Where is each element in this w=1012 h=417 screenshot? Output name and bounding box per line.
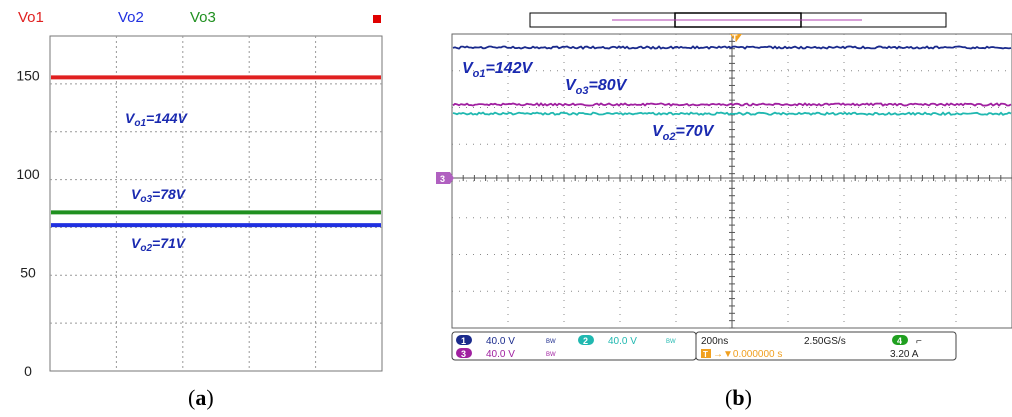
legend-vo1: Vo1 [18,9,44,26]
ch1-bw: BW [546,339,556,345]
series-a [51,75,381,228]
trigger-offset-badge [701,349,711,358]
annotation-vo2-a: Vo2=71V [131,235,187,254]
ch4-scale: 3.20 A [890,349,919,360]
ch1-badge [456,335,472,345]
ch4-badge [892,335,908,345]
annotation-vo1-b: Vo1=142V [462,60,534,80]
ch2-badge-num: 2 [583,336,588,346]
graticule [451,33,1012,329]
trigger-slope: ⌐ [916,336,922,347]
ch3-scale: 40.0 V [486,349,515,360]
annotation-vo2-b: Vo2=70V [652,123,715,143]
trace-vo2 [452,111,1012,116]
sample-rate: 2.50GS/s [804,336,846,347]
plot-area-a [49,35,383,372]
stop-marker [373,15,381,23]
ch2-scale: 40.0 V [608,336,637,347]
ch3-marker [436,172,454,184]
ch3-badge-num: 3 [461,349,466,359]
y-tick-label: 100 [16,166,40,182]
ch2-bw: BW [666,339,676,345]
ch4-badge-num: 4 [897,336,902,346]
trigger-marker [730,34,742,42]
series-b [452,45,1012,116]
ch1-scale: 40.0 V [486,336,515,347]
ch3-marker-label: 3 [440,174,445,184]
ch2-badge [578,335,594,345]
status-box-timebase [695,331,957,361]
annotation-vo3-b: Vo3=80V [565,77,628,97]
y-tick-label: 150 [16,67,40,83]
chart-b: T 3 Vo1=142V Vo3=80V Vo2=70V 1 40.0 V BW… [436,12,1012,361]
caption-a: (a) [188,385,214,410]
trigger-label: T [732,33,738,43]
trace-vo1 [452,45,1012,50]
y-tick-label: 50 [20,264,36,280]
legend-vo2: Vo2 [118,9,144,26]
trace-vo3 [452,102,1012,107]
y-tick-label: 0 [24,363,32,379]
annotation-vo1-a: Vo1=144V [125,110,189,129]
trigger-offset-badge-label: T [703,350,708,359]
y-ticks-a: 0 50 100 150 [16,67,40,379]
trigger-offset: →▼0.000000 s [713,349,782,360]
ch1-badge-num: 1 [461,336,466,346]
grid-a [50,36,382,371]
ch3-badge [456,348,472,358]
timebase: 200ns [701,336,728,347]
annotation-vo3-a: Vo3=78V [131,186,187,205]
caption-b: (b) [725,385,752,410]
ch3-bw: BW [546,352,556,358]
legend-vo3: Vo3 [190,9,216,26]
chart-a: Vo1 Vo2 Vo3 0 50 100 150 Vo1=144V Vo3=78V V… [16,9,383,379]
